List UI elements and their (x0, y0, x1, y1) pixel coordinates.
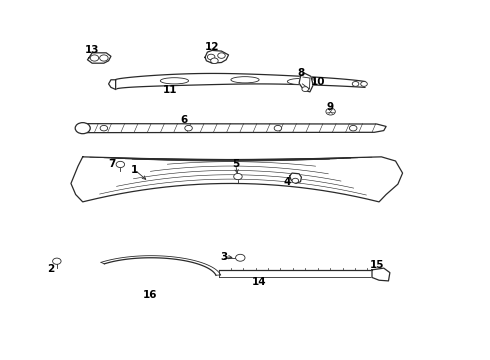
Polygon shape (71, 157, 403, 202)
Circle shape (302, 87, 309, 91)
Polygon shape (299, 73, 313, 92)
Polygon shape (109, 80, 116, 89)
Polygon shape (205, 50, 228, 63)
Ellipse shape (287, 78, 316, 85)
Text: 12: 12 (205, 42, 220, 52)
Circle shape (116, 161, 124, 167)
Circle shape (99, 55, 108, 61)
Text: 7: 7 (109, 159, 116, 170)
Text: 5: 5 (232, 159, 239, 170)
Polygon shape (219, 270, 372, 278)
Circle shape (236, 254, 245, 261)
Circle shape (211, 58, 218, 63)
Text: 6: 6 (180, 114, 188, 125)
Circle shape (52, 258, 61, 264)
Text: 11: 11 (163, 85, 177, 95)
Circle shape (326, 108, 335, 115)
Text: 3: 3 (220, 252, 227, 262)
Ellipse shape (231, 77, 259, 83)
Text: 2: 2 (48, 264, 55, 274)
Text: 10: 10 (311, 77, 325, 86)
Text: 4: 4 (284, 177, 291, 187)
Text: 9: 9 (326, 103, 333, 112)
Circle shape (75, 123, 90, 134)
Circle shape (100, 125, 108, 131)
Circle shape (292, 178, 298, 183)
Circle shape (234, 174, 242, 180)
Circle shape (274, 125, 282, 131)
Circle shape (207, 54, 215, 60)
Ellipse shape (160, 78, 189, 84)
Text: 15: 15 (369, 260, 384, 270)
Polygon shape (116, 73, 365, 89)
Circle shape (90, 55, 98, 61)
Text: 8: 8 (298, 68, 305, 78)
Text: 13: 13 (85, 45, 99, 55)
Circle shape (185, 125, 192, 131)
Text: 14: 14 (252, 277, 267, 287)
Polygon shape (78, 124, 386, 132)
Circle shape (361, 81, 368, 86)
Polygon shape (101, 256, 220, 275)
Circle shape (349, 125, 357, 131)
Polygon shape (87, 53, 111, 63)
Circle shape (218, 53, 225, 58)
Circle shape (352, 81, 359, 86)
Text: 16: 16 (143, 290, 157, 300)
Polygon shape (372, 268, 390, 281)
Polygon shape (290, 173, 301, 184)
Text: 1: 1 (131, 165, 138, 175)
